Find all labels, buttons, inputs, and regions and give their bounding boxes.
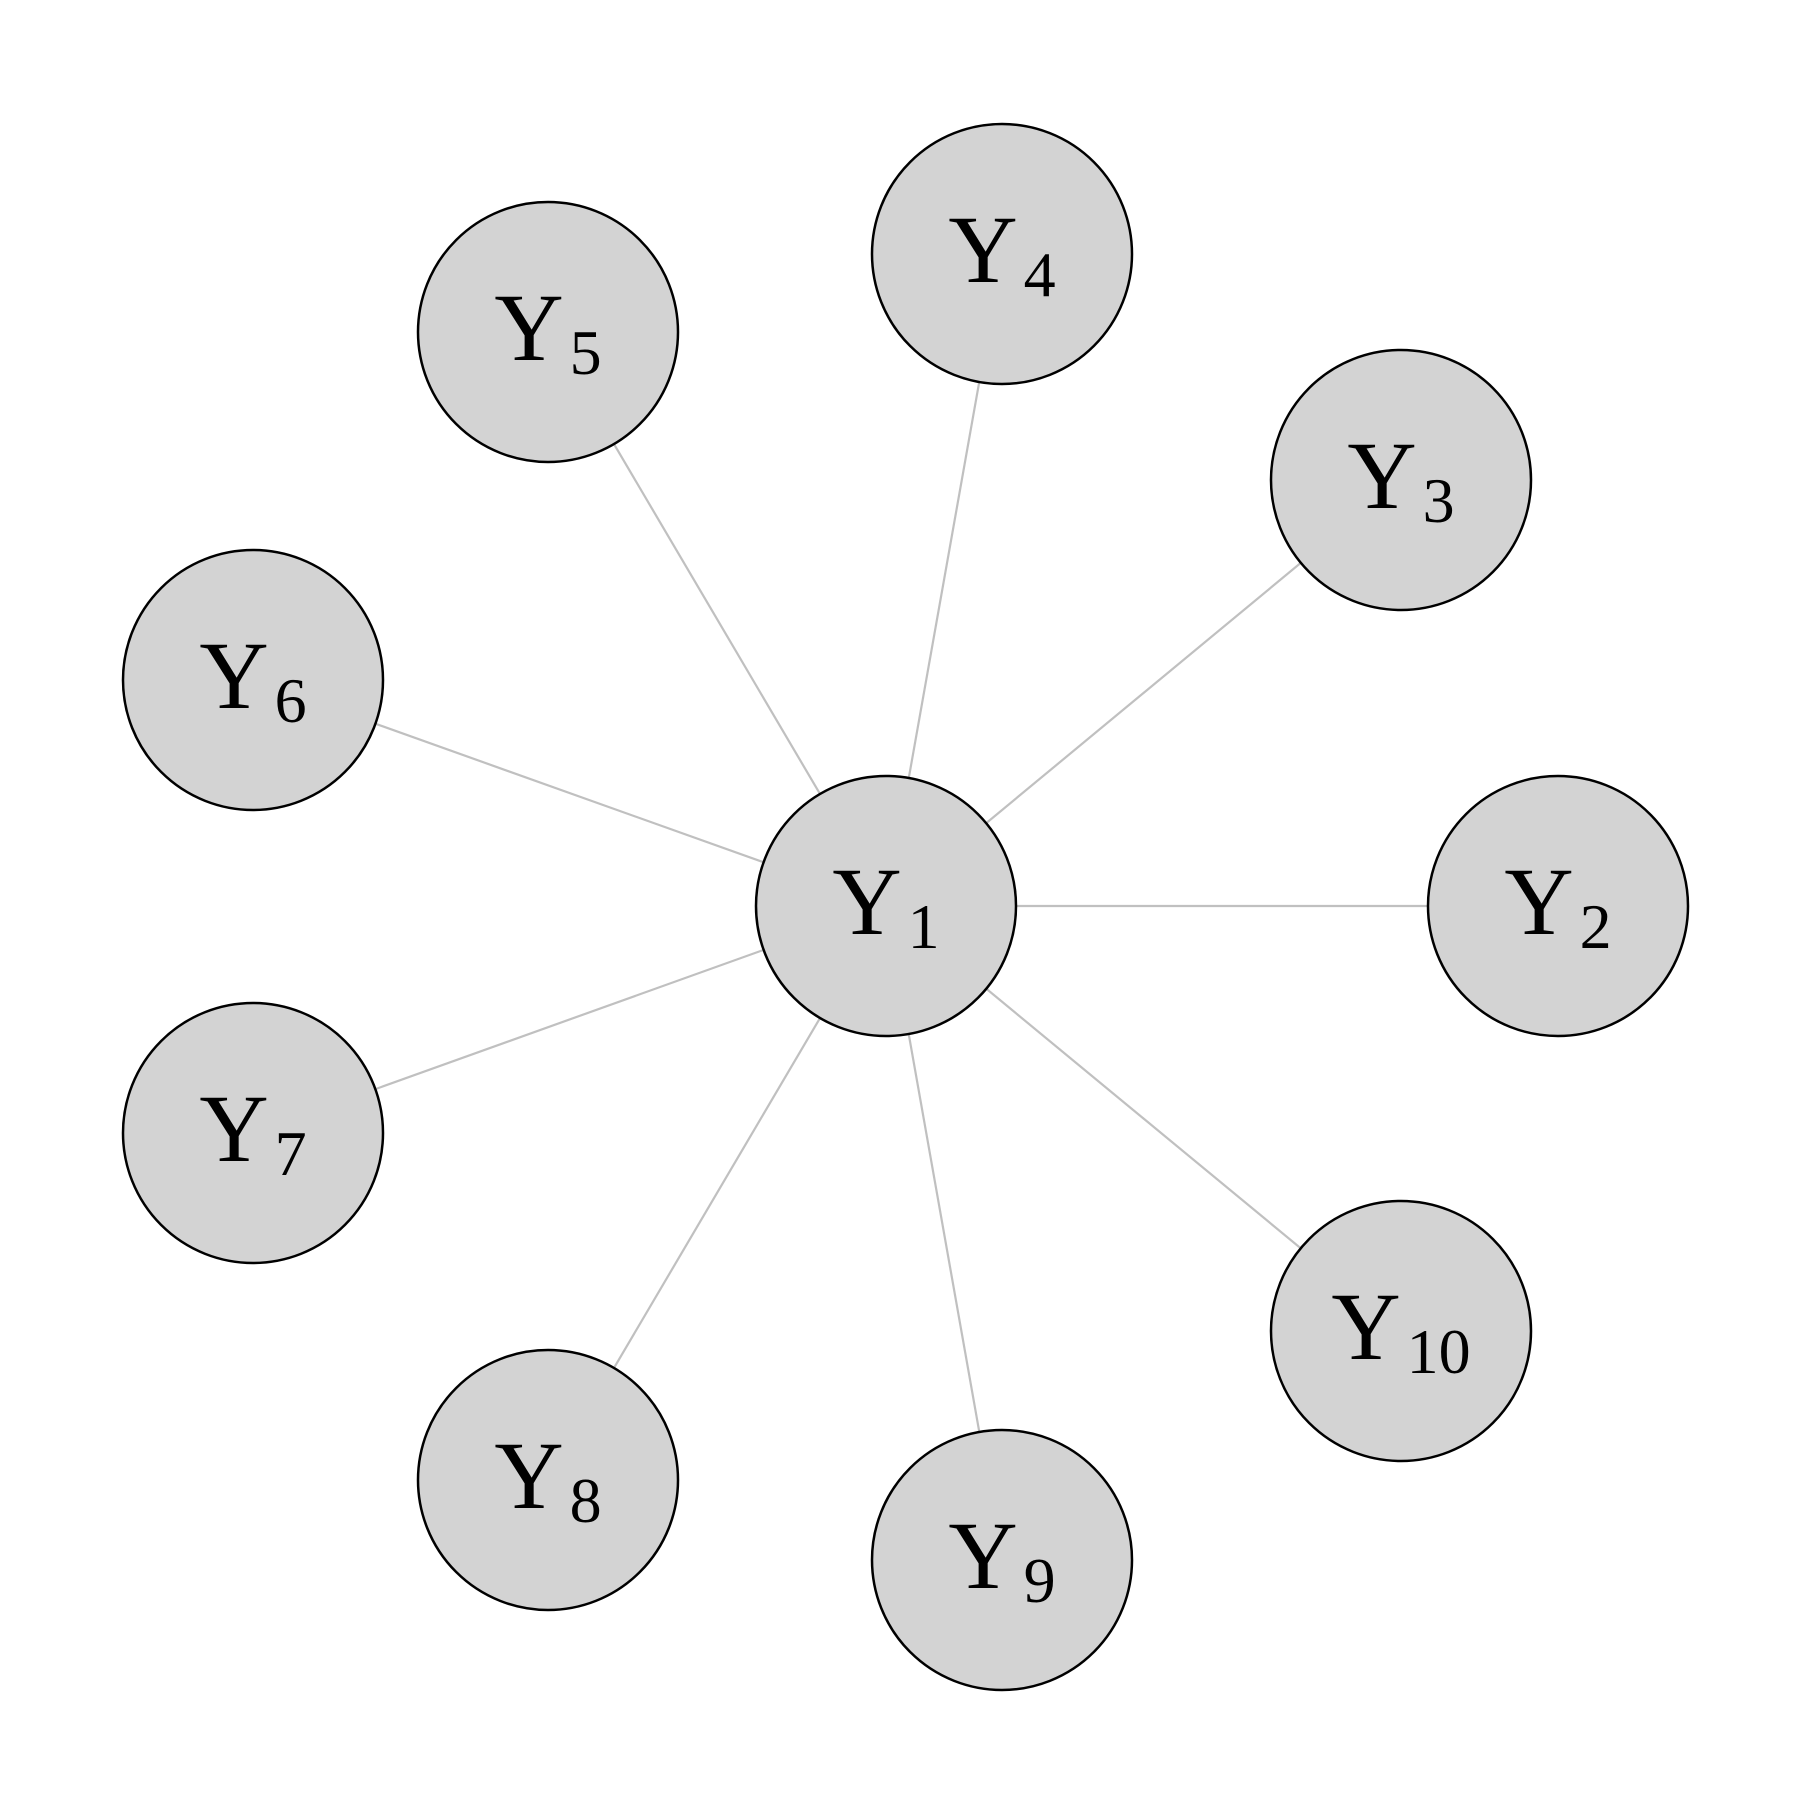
node-letter: Y bbox=[948, 1502, 1017, 1609]
node-subscript: 6 bbox=[275, 665, 307, 736]
node-y7: Y7 bbox=[121, 1001, 385, 1265]
node-label-y1: Y1 bbox=[832, 848, 939, 962]
node-y3: Y3 bbox=[1269, 348, 1533, 612]
node-subscript: 1 bbox=[908, 891, 940, 962]
node-label-y2: Y2 bbox=[1504, 848, 1611, 962]
node-y4: Y4 bbox=[870, 122, 1134, 386]
node-label-y5: Y5 bbox=[494, 274, 601, 388]
node-subscript: 4 bbox=[1024, 239, 1056, 310]
node-subscript: 2 bbox=[1580, 891, 1612, 962]
node-subscript: 8 bbox=[570, 1465, 602, 1536]
node-y9: Y9 bbox=[870, 1428, 1134, 1692]
node-label-y7: Y7 bbox=[199, 1075, 306, 1189]
node-y5: Y5 bbox=[416, 200, 680, 464]
node-label-y6: Y6 bbox=[199, 622, 306, 736]
node-label-y4: Y4 bbox=[948, 196, 1055, 310]
node-y8: Y8 bbox=[416, 1348, 680, 1612]
node-letter: Y bbox=[948, 196, 1017, 303]
node-letter: Y bbox=[1331, 1273, 1400, 1380]
node-y2: Y2 bbox=[1426, 774, 1690, 1038]
node-circle-y9 bbox=[870, 1428, 1134, 1692]
node-letter: Y bbox=[199, 622, 268, 729]
node-letter: Y bbox=[832, 848, 901, 955]
node-label-y9: Y9 bbox=[948, 1502, 1055, 1616]
node-y1: Y1 bbox=[754, 774, 1018, 1038]
node-y6: Y6 bbox=[121, 548, 385, 812]
node-letter: Y bbox=[1504, 848, 1573, 955]
node-circle-y4 bbox=[870, 122, 1134, 386]
node-subscript: 10 bbox=[1407, 1316, 1471, 1387]
node-circle-y1 bbox=[754, 774, 1018, 1038]
node-circle-y8 bbox=[416, 1348, 680, 1612]
node-circle-y2 bbox=[1426, 774, 1690, 1038]
node-letter: Y bbox=[199, 1075, 268, 1182]
node-label-y8: Y8 bbox=[494, 1422, 601, 1536]
node-subscript: 3 bbox=[1423, 465, 1455, 536]
node-label-y3: Y3 bbox=[1347, 422, 1454, 536]
node-circle-y10 bbox=[1269, 1199, 1533, 1463]
node-letter: Y bbox=[1347, 422, 1416, 529]
node-circle-y6 bbox=[121, 548, 385, 812]
node-y10: Y10 bbox=[1269, 1199, 1533, 1463]
node-subscript: 7 bbox=[275, 1118, 307, 1189]
node-letter: Y bbox=[494, 274, 563, 381]
node-circle-y5 bbox=[416, 200, 680, 464]
node-letter: Y bbox=[494, 1422, 563, 1529]
node-subscript: 5 bbox=[570, 317, 602, 388]
node-subscript: 9 bbox=[1024, 1545, 1056, 1616]
node-label-y10: Y10 bbox=[1331, 1273, 1470, 1387]
node-circle-y3 bbox=[1269, 348, 1533, 612]
node-circle-y7 bbox=[121, 1001, 385, 1265]
